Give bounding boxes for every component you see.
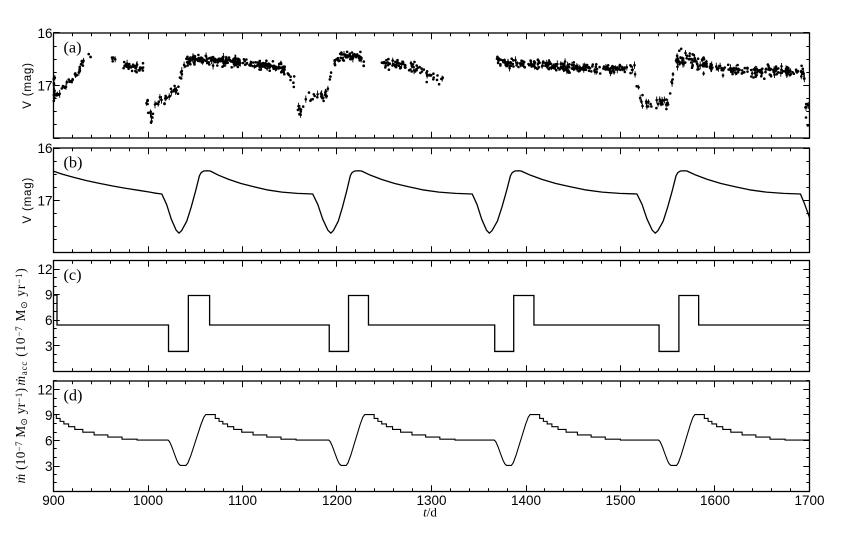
svg-text:ṁacc (10−7 M⊙ yr−1): ṁacc (10−7 M⊙ yr−1) [13,267,29,385]
svg-text:(b): (b) [64,153,83,172]
svg-text:1100: 1100 [228,493,257,508]
svg-text:1600: 1600 [700,493,730,508]
svg-text:17: 17 [37,193,52,208]
svg-text:V (mag): V (mag) [22,177,34,224]
svg-text:1500: 1500 [605,493,635,508]
svg-text:6: 6 [45,433,53,448]
svg-text:1200: 1200 [322,493,352,508]
svg-text:16: 16 [37,26,52,41]
svg-text:1700: 1700 [794,493,824,508]
svg-text:1000: 1000 [133,493,163,508]
svg-text:(a): (a) [64,37,82,56]
svg-text:12: 12 [37,382,52,397]
svg-text:1400: 1400 [511,493,541,508]
svg-text:16: 16 [37,141,52,156]
svg-text:(c): (c) [64,265,82,284]
svg-text:1300: 1300 [416,493,446,508]
svg-text:900: 900 [42,493,65,508]
svg-text:9: 9 [45,408,53,423]
svg-text:17: 17 [37,78,52,93]
svg-text:3: 3 [45,339,53,354]
svg-text:9: 9 [45,288,53,303]
svg-text:V (mag): V (mag) [22,62,34,109]
svg-text:(d): (d) [64,386,83,405]
svg-text:12: 12 [37,262,52,277]
svg-text:t/d: t/d [423,505,437,520]
svg-text:ṁ (10−7 M⊙ yr−1): ṁ (10−7 M⊙ yr−1) [13,388,29,484]
svg-text:6: 6 [45,313,53,328]
svg-text:3: 3 [45,459,53,474]
